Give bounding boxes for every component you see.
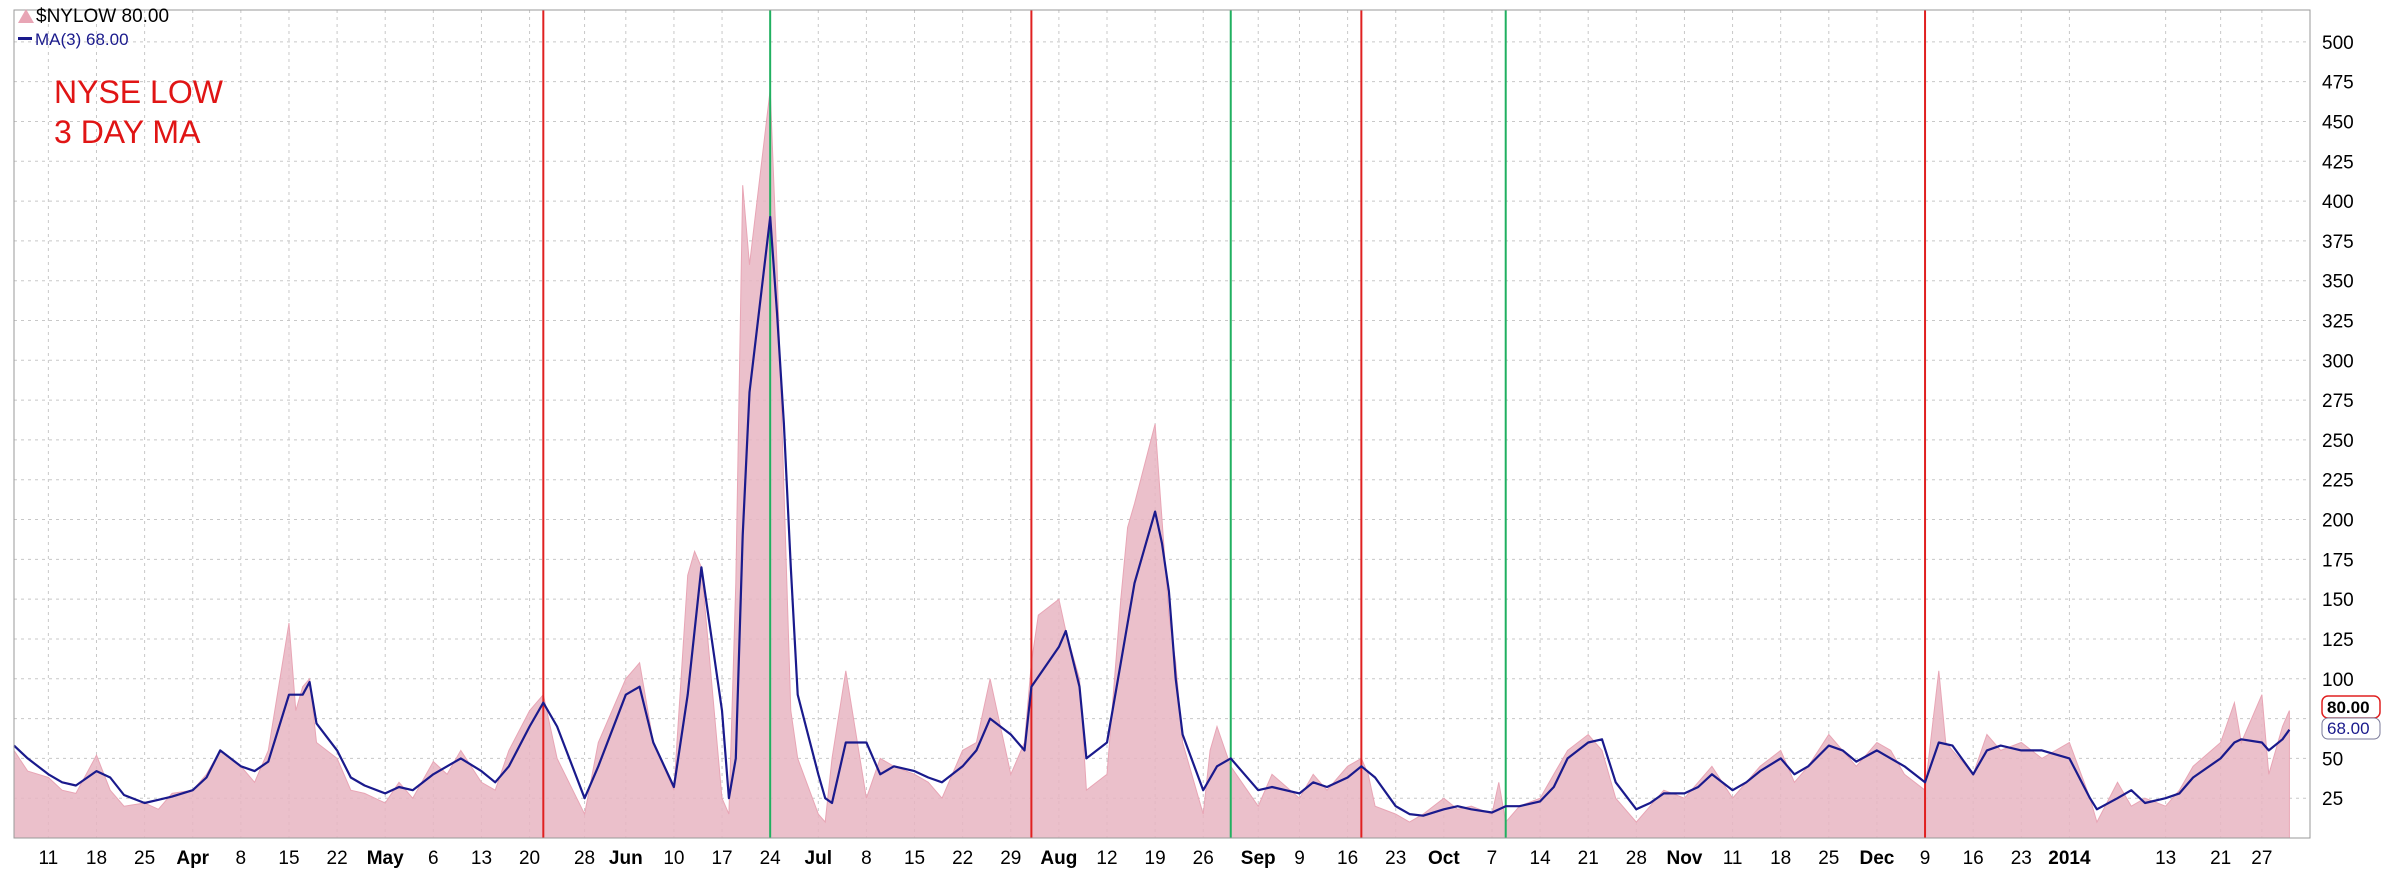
x-tick-label: 28 [1626, 848, 1647, 869]
x-tick-label: 10 [663, 848, 684, 869]
x-tick-label: 11 [39, 848, 59, 869]
y-tick-label: 400 [2322, 192, 2354, 213]
x-tick-label: May [367, 848, 404, 869]
x-tick-label: 14 [1530, 848, 1552, 869]
line-swatch-icon [18, 37, 32, 40]
x-tick-label: 23 [1385, 848, 1406, 869]
x-tick-label: 25 [1818, 848, 1839, 869]
x-tick-label: 19 [1145, 848, 1166, 869]
x-tick-label: 11 [1723, 848, 1743, 869]
x-tick-label: 9 [1294, 848, 1305, 869]
x-tick-label: Oct [1428, 848, 1460, 869]
x-tick-label: Dec [1859, 848, 1894, 869]
x-tick-label: 22 [952, 848, 973, 869]
x-tick-label: 13 [2155, 848, 2176, 869]
last-value-badge: 80.00 [2327, 698, 2370, 717]
x-tick-label: 25 [134, 848, 155, 869]
y-tick-label: 150 [2322, 590, 2354, 611]
x-tick-label: 18 [86, 848, 107, 869]
y-tick-label: 25 [2322, 789, 2343, 810]
x-tick-label: 23 [2011, 848, 2032, 869]
y-tick-label: 200 [2322, 511, 2354, 532]
annotation-line-2: 3 DAY MA [54, 114, 201, 150]
x-tick-label: Aug [1040, 848, 1077, 869]
x-tick-label: 9 [1920, 848, 1931, 869]
x-tick-label: Jun [609, 848, 643, 869]
x-tick-label: 16 [1963, 848, 1984, 869]
ma3-line [13, 215, 2291, 817]
x-tick-label: 24 [760, 848, 782, 869]
legend-primary-label: $NYLOW 80.00 [36, 6, 170, 27]
plot-frame [13, 9, 2311, 839]
x-tick-label: 6 [428, 848, 439, 869]
x-tick-label: 2014 [2048, 848, 2091, 869]
y-tick-label: 275 [2322, 391, 2354, 412]
y-tick-label: 425 [2322, 152, 2354, 173]
y-tick-label: 325 [2322, 312, 2354, 333]
x-tick-label: 21 [2210, 848, 2231, 869]
x-tick-label: Jul [805, 848, 832, 869]
legend-secondary-label: MA(3) 68.00 [35, 30, 129, 49]
ma-value-badge-box [2321, 717, 2381, 740]
area-swatch-icon [18, 9, 34, 23]
x-tick-label: 18 [1770, 848, 1791, 869]
y-tick-label: 225 [2322, 471, 2354, 492]
x-tick-label: 28 [574, 848, 595, 869]
annotation-line-1: NYSE LOW [54, 74, 223, 110]
x-tick-label: 21 [1578, 848, 1599, 869]
y-tick-label: 350 [2322, 272, 2354, 293]
x-tick-label: 12 [1096, 848, 1117, 869]
x-tick-label: Sep [1241, 848, 1276, 869]
x-tick-label: 17 [711, 848, 732, 869]
value-badges: 80.00 68.00 [2321, 695, 2381, 740]
y-tick-label: 475 [2322, 73, 2354, 94]
y-tick-label: 50 [2322, 749, 2343, 770]
x-tick-label: 22 [327, 848, 348, 869]
y-tick-label: 175 [2322, 550, 2354, 571]
y-tick-label: 375 [2322, 232, 2354, 253]
x-tick-label: Nov [1666, 848, 1702, 869]
ma3-line-series [13, 215, 2291, 817]
legend-secondary: MA(3) 68.00 [18, 30, 129, 50]
ma-value-badge: 68.00 [2327, 719, 2370, 738]
x-tick-label: 26 [1193, 848, 1214, 869]
y-tick-label: 125 [2322, 630, 2354, 651]
y-tick-label: 500 [2322, 33, 2354, 54]
x-tick-label: 20 [519, 848, 540, 869]
x-tick-label: 29 [1000, 848, 1021, 869]
x-tick-label: 7 [1487, 848, 1498, 869]
x-tick-label: 8 [236, 848, 247, 869]
y-tick-label: 300 [2322, 351, 2354, 372]
x-tick-label: Apr [176, 848, 209, 869]
y-tick-label: 450 [2322, 112, 2354, 133]
y-tick-label: 250 [2322, 431, 2354, 452]
vertical-markers [542, 10, 1927, 838]
x-tick-label: 8 [861, 848, 872, 869]
x-tick-label: 27 [2251, 848, 2272, 869]
y-tick-label: 100 [2322, 670, 2354, 691]
x-tick-label: 13 [471, 848, 492, 869]
legend-primary: $NYLOW 80.00 [18, 6, 169, 28]
y-axis-ticks: 2550751001251501752002252502753003253503… [2322, 33, 2354, 810]
x-tick-label: 16 [1337, 848, 1358, 869]
x-tick-label: 15 [278, 848, 299, 869]
chart-annotation: NYSE LOW 3 DAY MA [54, 72, 223, 152]
x-axis-ticks: 11 18 25 Apr 8 15 22 May 6 13 20 28 Jun 10 17 24 Jul 8 15 2… [39, 848, 2273, 869]
x-tick-label: 15 [904, 848, 925, 869]
